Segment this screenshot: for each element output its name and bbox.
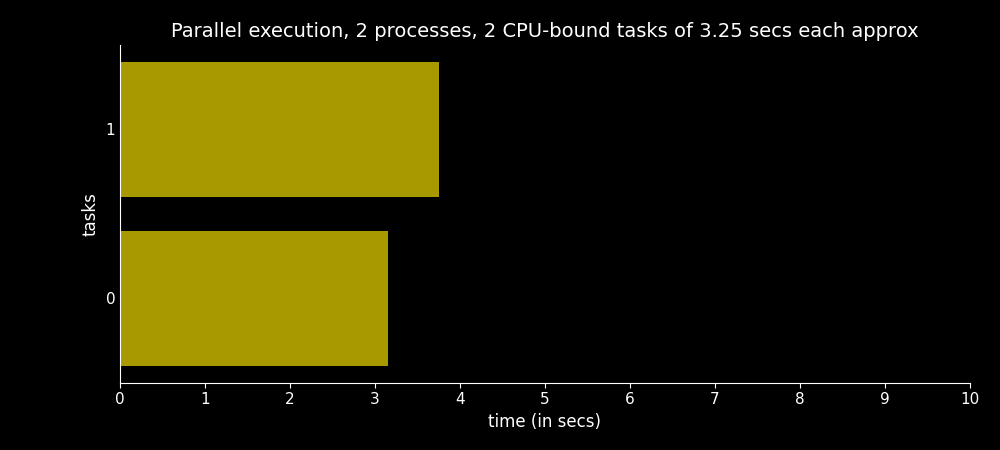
Title: Parallel execution, 2 processes, 2 CPU-bound tasks of 3.25 secs each approx: Parallel execution, 2 processes, 2 CPU-b… — [171, 22, 919, 40]
X-axis label: time (in secs): time (in secs) — [488, 413, 602, 431]
Bar — [120, 62, 439, 197]
Bar — [120, 230, 388, 365]
Y-axis label: tasks: tasks — [82, 192, 100, 236]
